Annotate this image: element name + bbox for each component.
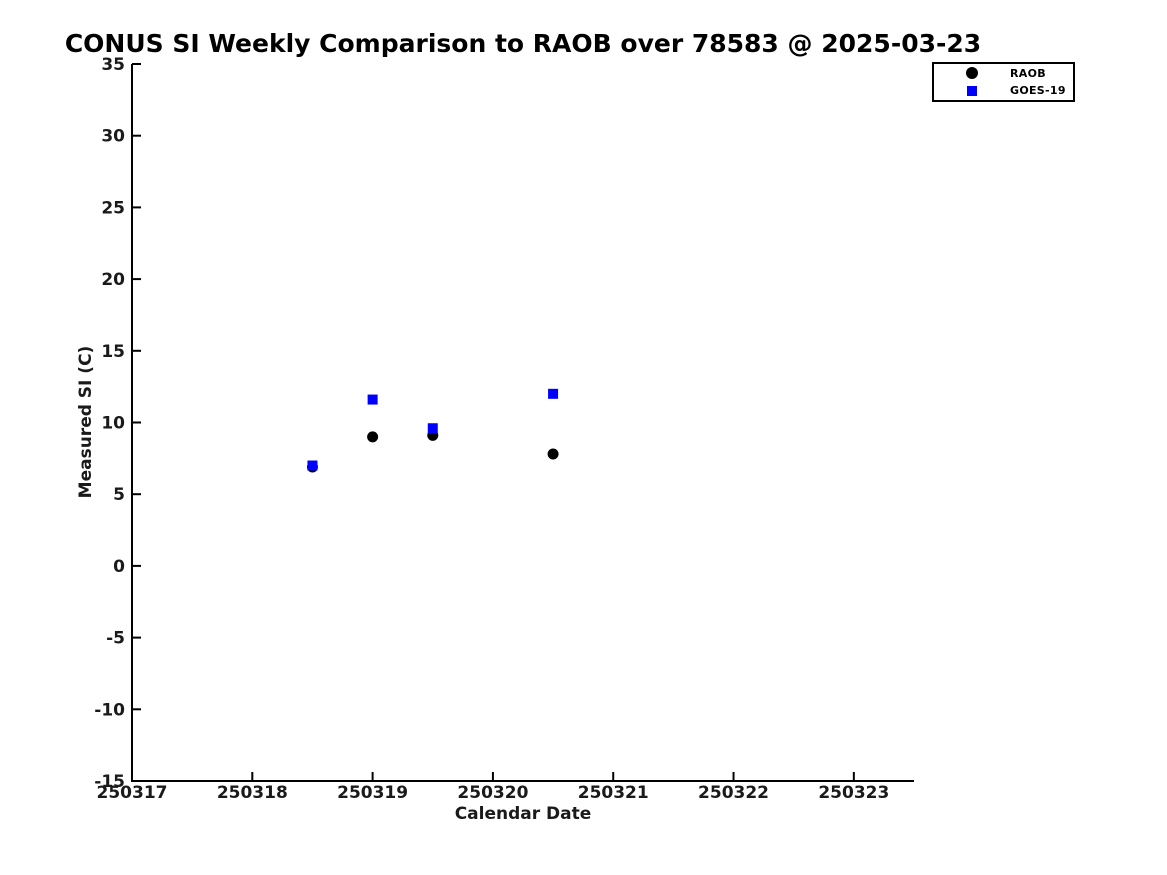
svg-text:5: 5 <box>113 485 125 505</box>
svg-text:-5: -5 <box>106 629 125 649</box>
svg-text:30: 30 <box>101 127 125 147</box>
svg-text:20: 20 <box>101 270 125 290</box>
chart-title: CONUS SI Weekly Comparison to RAOB over … <box>64 29 982 58</box>
legend-label-raob: RAOB <box>1010 66 1046 80</box>
svg-text:250317: 250317 <box>97 783 168 803</box>
goes19-square-marker-icon <box>967 85 977 96</box>
svg-text:0: 0 <box>113 557 125 577</box>
x-axis-label: Calendar Date <box>454 804 592 824</box>
legend: RAOB GOES-19 <box>932 62 1075 102</box>
svg-text:35: 35 <box>101 55 125 75</box>
svg-text:250320: 250320 <box>457 783 528 803</box>
raob-circle-marker-icon <box>966 67 978 80</box>
legend-label-goes19: GOES-19 <box>1010 84 1066 98</box>
legend-marker-cell <box>934 85 1010 96</box>
legend-item-goes19: GOES-19 <box>934 83 1073 99</box>
svg-text:10: 10 <box>101 414 125 434</box>
svg-text:250323: 250323 <box>818 783 889 803</box>
svg-text:15: 15 <box>101 342 125 362</box>
svg-text:250318: 250318 <box>217 783 288 803</box>
svg-text:250322: 250322 <box>698 783 769 803</box>
svg-text:250319: 250319 <box>337 783 408 803</box>
svg-text:25: 25 <box>101 198 125 218</box>
svg-text:250321: 250321 <box>578 783 649 803</box>
svg-text:-10: -10 <box>94 700 125 720</box>
legend-marker-cell <box>934 67 1010 80</box>
legend-item-raob: RAOB <box>934 65 1073 81</box>
svg-text:-15: -15 <box>94 772 125 792</box>
